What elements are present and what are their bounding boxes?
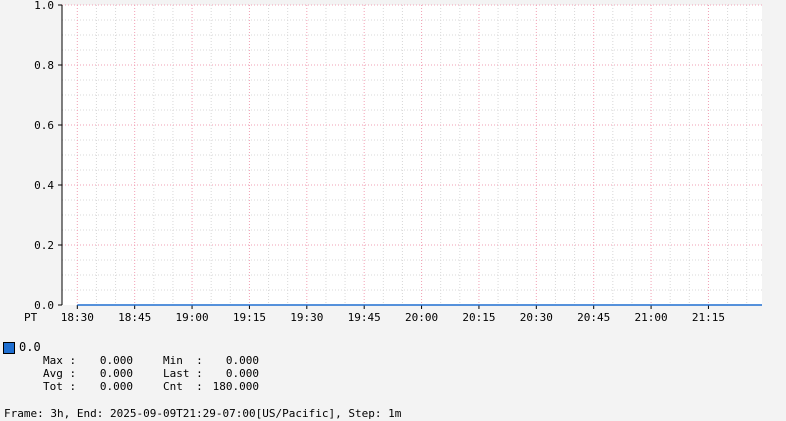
x-tick-label: 18:45 (118, 311, 151, 324)
x-tick-label: 19:45 (348, 311, 381, 324)
min-value: 0.000 (225, 354, 259, 367)
max-value: 0.000 (99, 354, 133, 367)
timezone-label: PT (24, 311, 38, 324)
avg-label: Avg : (43, 367, 77, 380)
legend: 0.0 Max : 0.000 Min : 0.000 Avg : 0.000 … (3, 340, 423, 395)
x-tick-label: 19:15 (233, 311, 266, 324)
x-tick-label: 19:30 (290, 311, 323, 324)
cnt-value: 180.000 (212, 380, 259, 393)
y-tick-label: 0.8 (34, 59, 54, 72)
x-tick-label: 20:00 (405, 311, 438, 324)
last-value: 0.000 (225, 367, 259, 380)
y-tick-label: 0.0 (34, 299, 54, 312)
last-label: Last : (163, 367, 203, 380)
x-tick-label: 19:00 (175, 311, 208, 324)
tot-label: Tot : (43, 380, 77, 393)
series-name: 0.0 (19, 340, 41, 354)
plot-area (62, 5, 762, 305)
max-label: Max : (43, 354, 77, 367)
x-tick-label: 21:00 (635, 311, 668, 324)
tot-value: 0.000 (99, 380, 133, 393)
min-label: Min : (163, 354, 203, 367)
y-tick-label: 1.0 (34, 0, 54, 12)
frame-info: Frame: 3h, End: 2025-09-09T21:29-07:00[U… (4, 407, 402, 420)
x-tick-label: 20:45 (577, 311, 610, 324)
y-tick-label: 0.6 (34, 119, 54, 132)
y-tick-label: 0.4 (34, 179, 54, 192)
x-tick-label: 20:15 (462, 311, 495, 324)
x-tick-label: 20:30 (520, 311, 553, 324)
y-tick-label: 0.2 (34, 239, 54, 252)
avg-value: 0.000 (99, 367, 133, 380)
x-tick-label: 21:15 (692, 311, 725, 324)
x-tick-label: 18:30 (61, 311, 94, 324)
cnt-label: Cnt : (163, 380, 203, 393)
series-color-swatch (3, 342, 15, 354)
